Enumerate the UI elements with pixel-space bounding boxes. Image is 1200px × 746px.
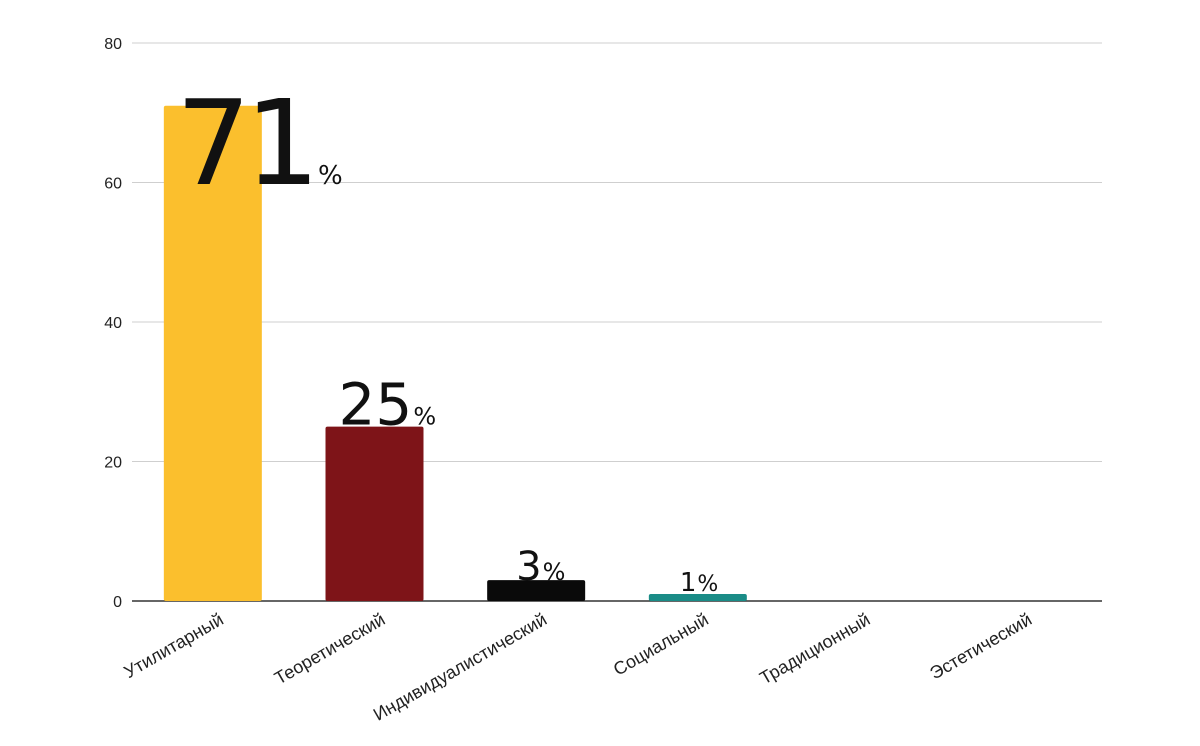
data-label: 25% [339, 371, 437, 439]
x-category-label: Утилитарный [120, 609, 226, 682]
x-category-label: Индивидуалистический [370, 609, 550, 725]
data-label-value: 71 [176, 74, 314, 212]
x-category-label: Традиционный [756, 609, 873, 688]
data-label: 71% [176, 74, 343, 212]
data-label-value: 1 [680, 568, 697, 598]
data-label-percent: % [318, 161, 343, 191]
data-label-value: 3 [516, 544, 541, 590]
data-label: 3% [516, 544, 565, 590]
x-category-label: Социальный [610, 609, 712, 679]
y-tick-label: 0 [113, 594, 122, 611]
x-category-label: Эстетический [926, 609, 1035, 683]
y-tick-label: 20 [104, 455, 122, 472]
data-label-percent: % [413, 403, 436, 431]
y-tick-label: 40 [104, 315, 122, 332]
data-label: 1% [680, 568, 718, 598]
data-label-value: 25 [339, 371, 413, 439]
bar [648, 594, 747, 601]
bar [487, 580, 586, 601]
y-tick-label: 60 [104, 176, 122, 193]
x-category-label: Теоретический [271, 609, 388, 688]
bar [325, 426, 424, 601]
y-tick-label: 80 [104, 36, 122, 53]
bar [163, 105, 262, 602]
data-label-percent: % [697, 572, 718, 597]
data-label-percent: % [543, 558, 566, 586]
